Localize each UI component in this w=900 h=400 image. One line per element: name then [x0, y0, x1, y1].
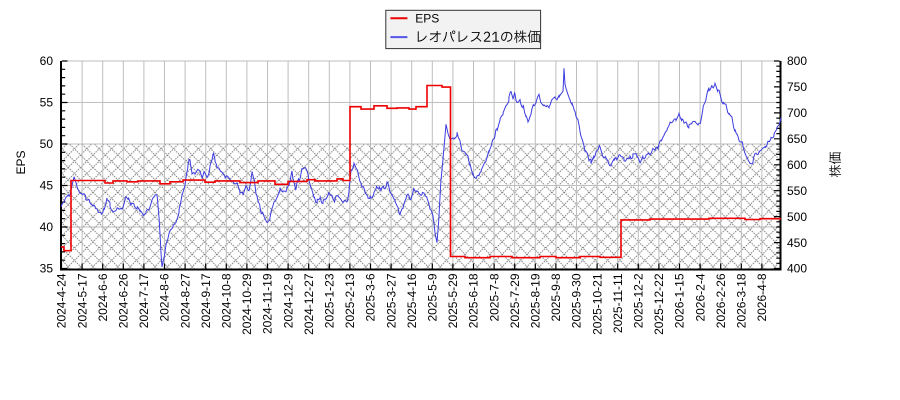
- svg-text:45: 45: [40, 179, 54, 193]
- svg-text:450: 450: [787, 236, 807, 250]
- svg-text:2025-4-16: 2025-4-16: [405, 273, 419, 328]
- svg-text:2025-12-2: 2025-12-2: [632, 273, 646, 328]
- svg-text:EPS: EPS: [14, 150, 28, 174]
- svg-text:500: 500: [787, 210, 807, 224]
- svg-text:650: 650: [787, 132, 807, 146]
- svg-text:800: 800: [787, 54, 807, 68]
- svg-text:2024-8-27: 2024-8-27: [178, 273, 192, 328]
- svg-text:40: 40: [40, 220, 54, 234]
- svg-text:50: 50: [40, 137, 54, 151]
- svg-text:2024-6-6: 2024-6-6: [96, 273, 110, 321]
- svg-text:2025-8-19: 2025-8-19: [529, 273, 543, 328]
- svg-text:2025-3-6: 2025-3-6: [364, 273, 378, 321]
- svg-text:2024-10-29: 2024-10-29: [240, 273, 254, 335]
- svg-text:2024-12-9: 2024-12-9: [281, 273, 295, 328]
- svg-text:55: 55: [40, 96, 54, 110]
- svg-text:2024-5-17: 2024-5-17: [75, 273, 89, 328]
- svg-text:2026-2-4: 2026-2-4: [693, 273, 707, 321]
- svg-text:2024-8-6: 2024-8-6: [158, 273, 172, 321]
- svg-text:2024-10-8: 2024-10-8: [220, 273, 234, 328]
- svg-text:600: 600: [787, 158, 807, 172]
- svg-text:2025-7-8: 2025-7-8: [487, 273, 501, 321]
- svg-text:2024-4-24: 2024-4-24: [55, 273, 69, 328]
- svg-text:2026-2-26: 2026-2-26: [714, 273, 728, 328]
- svg-text:550: 550: [787, 184, 807, 198]
- svg-text:2025-7-29: 2025-7-29: [508, 273, 522, 328]
- svg-text:2025-12-22: 2025-12-22: [652, 273, 666, 335]
- svg-text:700: 700: [787, 106, 807, 120]
- svg-text:2026-3-18: 2026-3-18: [735, 273, 749, 328]
- svg-text:2024-11-19: 2024-11-19: [261, 273, 275, 334]
- svg-text:2025-5-9: 2025-5-9: [426, 273, 440, 321]
- svg-text:2026-4-8: 2026-4-8: [755, 273, 769, 321]
- svg-text:2025-6-18: 2025-6-18: [467, 273, 481, 328]
- svg-text:2024-6-26: 2024-6-26: [117, 273, 131, 328]
- svg-text:2026-1-15: 2026-1-15: [673, 273, 687, 328]
- svg-text:2024-7-17: 2024-7-17: [137, 273, 151, 328]
- svg-text:2025-9-30: 2025-9-30: [570, 273, 584, 328]
- svg-text:EPS: EPS: [415, 12, 439, 26]
- svg-text:2025-9-8: 2025-9-8: [549, 273, 563, 321]
- svg-text:2024-9-17: 2024-9-17: [199, 273, 213, 328]
- svg-text:60: 60: [40, 54, 54, 68]
- svg-text:400: 400: [787, 262, 807, 276]
- svg-text:35: 35: [40, 262, 54, 276]
- svg-text:2025-10-21: 2025-10-21: [590, 273, 604, 335]
- svg-text:750: 750: [787, 80, 807, 94]
- svg-text:2025-5-29: 2025-5-29: [446, 273, 460, 328]
- svg-text:2024-12-27: 2024-12-27: [302, 273, 316, 335]
- svg-text:2025-2-13: 2025-2-13: [343, 273, 357, 328]
- svg-text:2025-3-27: 2025-3-27: [384, 273, 398, 328]
- svg-text:2025-11-11: 2025-11-11: [611, 273, 625, 333]
- svg-text:2025-1-23: 2025-1-23: [323, 273, 337, 328]
